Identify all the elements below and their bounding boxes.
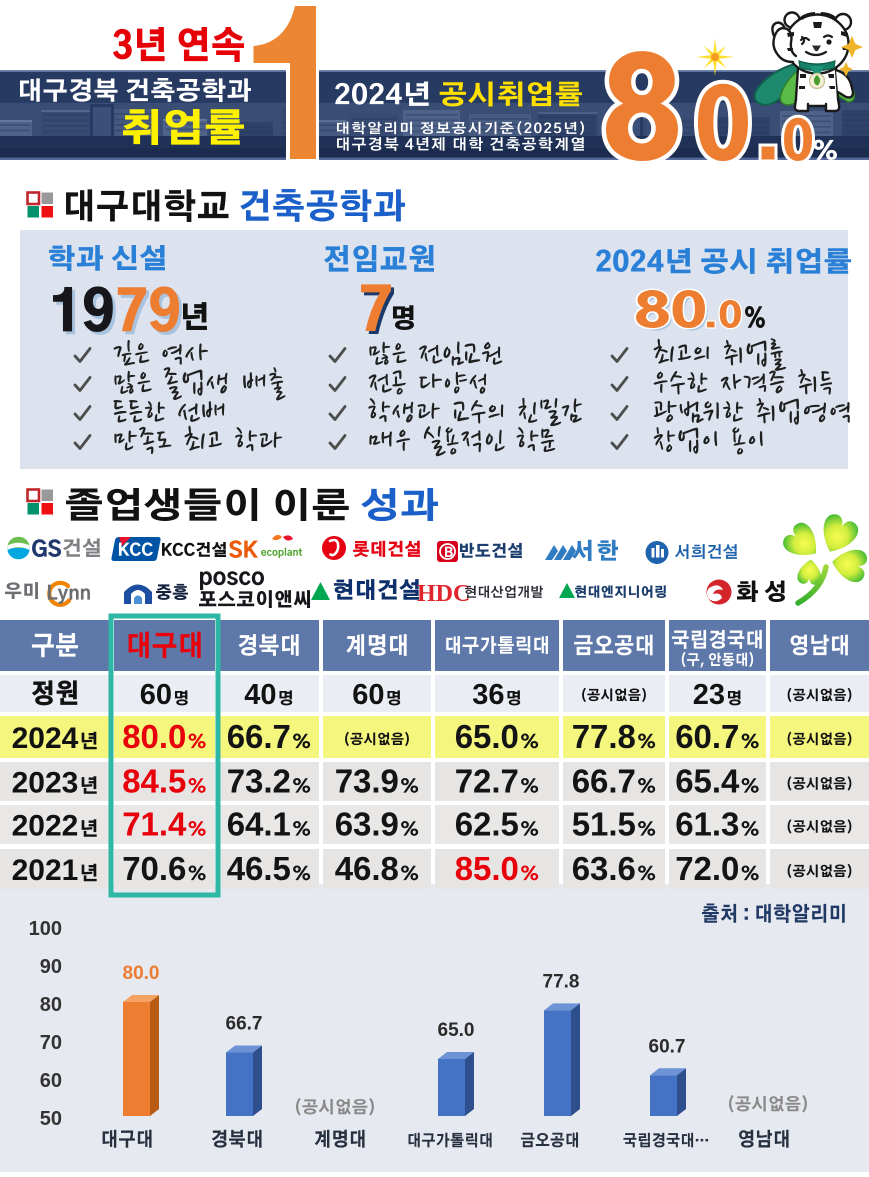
svg-text:60.7: 60.7: [675, 718, 739, 755]
svg-text:60.7: 60.7: [649, 1036, 686, 1057]
svg-text:40: 40: [244, 679, 276, 711]
svg-text:100: 100: [29, 918, 62, 940]
svg-text:77.8: 77.8: [572, 718, 636, 755]
svg-text:60: 60: [140, 679, 172, 711]
svg-text:61.3: 61.3: [675, 806, 739, 843]
svg-text:36: 36: [472, 679, 504, 711]
svg-text:65.0: 65.0: [455, 718, 519, 755]
svg-text:2023: 2023: [12, 767, 79, 800]
svg-text:60: 60: [352, 679, 384, 711]
svg-text:85.0: 85.0: [455, 850, 519, 887]
svg-text:65.4: 65.4: [675, 763, 740, 800]
svg-text:72.7: 72.7: [455, 763, 519, 800]
svg-text:70.6: 70.6: [122, 850, 186, 887]
svg-text:66.7: 66.7: [572, 763, 636, 800]
svg-text:46.5: 46.5: [227, 850, 291, 887]
svg-text:80.0: 80.0: [123, 963, 160, 984]
svg-text:80.0: 80.0: [122, 718, 186, 755]
svg-text:HDC: HDC: [417, 581, 470, 607]
svg-text:84.5: 84.5: [122, 763, 186, 800]
svg-text:77.8: 77.8: [543, 971, 580, 992]
svg-text:60: 60: [40, 1070, 62, 1092]
svg-text:73.9: 73.9: [335, 763, 399, 800]
svg-text:70: 70: [40, 1032, 62, 1054]
svg-text:46.8: 46.8: [335, 850, 399, 887]
svg-text:2024: 2024: [12, 722, 79, 755]
svg-text:73.2: 73.2: [227, 763, 291, 800]
svg-text:72.0: 72.0: [675, 850, 739, 887]
svg-text:64.1: 64.1: [227, 806, 291, 843]
svg-text:2022: 2022: [12, 810, 79, 843]
svg-text:51.5: 51.5: [572, 806, 636, 843]
svg-text:23: 23: [693, 679, 725, 711]
svg-text:63.6: 63.6: [572, 850, 636, 887]
svg-text:90: 90: [40, 956, 62, 978]
svg-text:80: 80: [40, 994, 62, 1016]
svg-text:50: 50: [40, 1108, 62, 1130]
svg-text:66.7: 66.7: [227, 718, 291, 755]
svg-text:65.0: 65.0: [438, 1020, 475, 1041]
svg-text:63.9: 63.9: [335, 806, 399, 843]
svg-text:66.7: 66.7: [226, 1014, 263, 1035]
svg-text:71.4: 71.4: [122, 806, 187, 843]
svg-text:2021: 2021: [12, 854, 79, 887]
svg-text:62.5: 62.5: [455, 806, 519, 843]
